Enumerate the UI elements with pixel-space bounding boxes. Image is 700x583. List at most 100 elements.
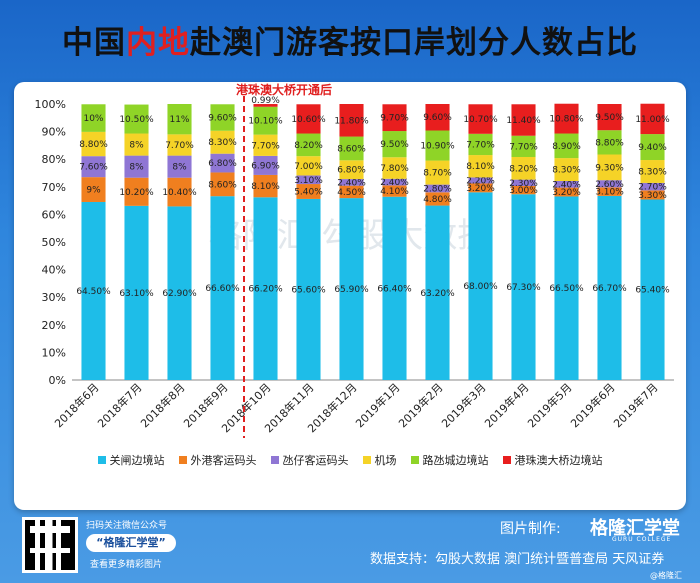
data-label: 7.70% xyxy=(251,141,280,151)
data-label: 7.80% xyxy=(380,164,409,174)
bar-segment xyxy=(210,172,235,197)
data-label: 10.60% xyxy=(291,115,326,125)
data-label: 6.80% xyxy=(208,159,237,169)
data-label: 7.60% xyxy=(79,163,108,173)
y-tick-label: 70% xyxy=(42,181,66,194)
data-label: 67.30% xyxy=(506,283,541,293)
bar-segment xyxy=(554,187,579,197)
data-label: 8% xyxy=(129,163,144,173)
bar-segment xyxy=(511,156,536,180)
y-tick-label: 90% xyxy=(42,126,66,139)
y-tick-label: 50% xyxy=(42,236,66,249)
data-label: 7.70% xyxy=(466,140,495,150)
data-label: 0.99% xyxy=(251,96,280,106)
data-label: 63.10% xyxy=(119,289,154,299)
data-label: 7.70% xyxy=(509,142,538,152)
bar-segment xyxy=(253,155,278,175)
y-tick-label: 10% xyxy=(42,346,66,359)
data-label: 8.30% xyxy=(552,166,581,176)
legend-label: 关闸边境站 xyxy=(109,454,165,467)
bar-segment xyxy=(210,153,235,173)
bar-segment xyxy=(597,195,622,380)
data-label: 66.70% xyxy=(592,284,627,294)
data-label: 68.00% xyxy=(463,282,498,292)
bar-segment xyxy=(167,177,192,207)
bar-segment xyxy=(253,134,278,156)
bar-segment xyxy=(81,104,106,132)
data-label: 3.10% xyxy=(294,176,323,186)
bar-segment xyxy=(597,187,622,196)
bar-segment xyxy=(124,133,149,156)
data-label: 8.90% xyxy=(552,142,581,152)
legend-label: 机场 xyxy=(374,454,397,467)
bar-segment xyxy=(511,104,536,136)
bar-segment xyxy=(124,177,149,206)
x-tick-label: 2018年8月 xyxy=(137,380,187,430)
data-label: 8.80% xyxy=(79,140,108,150)
data-label: 8.10% xyxy=(251,182,280,192)
y-tick-label: 100% xyxy=(35,98,66,111)
bar-segment xyxy=(167,104,192,135)
bar-segment xyxy=(468,104,493,134)
data-label: 10.40% xyxy=(162,188,197,198)
bar-segment xyxy=(597,180,622,188)
bar-segment xyxy=(81,131,106,157)
legend-swatch xyxy=(97,456,106,464)
bar-segment xyxy=(640,160,665,183)
bar-segment xyxy=(253,106,278,135)
title-part2: 赴澳门游客按口岸划分人数占比 xyxy=(190,24,638,61)
more-text: 查看更多精彩图片 xyxy=(90,560,163,570)
bar-segment xyxy=(382,157,407,179)
chart-legend: 关闸边境站 外港客运码头 氹仔客运码头 机场 路氹城边境站 港珠澳大桥边境站 xyxy=(14,452,686,468)
data-label: 11.00% xyxy=(635,115,670,125)
data-label: 8.80% xyxy=(595,138,624,148)
legend-item: 路氹城边境站 xyxy=(410,452,489,468)
bar-segment xyxy=(425,130,450,161)
made-by-label: 图片制作: xyxy=(500,521,561,537)
bar-segment xyxy=(554,158,579,182)
data-label: 66.50% xyxy=(549,284,584,294)
data-source: 数据支持：勾股大数据 澳门统计暨普查局 天风证券 xyxy=(370,552,665,567)
legend-swatch xyxy=(270,456,279,464)
data-label: 2.40% xyxy=(380,178,409,188)
data-label: 9.50% xyxy=(380,140,409,150)
bar-segment xyxy=(81,201,106,380)
data-label: 8% xyxy=(172,163,187,173)
y-tick-label: 40% xyxy=(42,264,66,277)
x-tick-label: 2019年7月 xyxy=(610,380,660,430)
data-label: 4.80% xyxy=(423,195,452,205)
data-label: 2.40% xyxy=(337,178,366,188)
bar-segment xyxy=(640,190,665,200)
x-tick-label: 2019年3月 xyxy=(438,380,488,430)
data-label: 10.70% xyxy=(463,115,498,125)
data-label: 3.30% xyxy=(638,191,667,201)
bar-segment xyxy=(382,178,407,186)
data-label: 9.50% xyxy=(595,113,624,123)
data-label: 8% xyxy=(129,141,144,151)
data-label: 8.60% xyxy=(337,144,366,154)
bar-segment xyxy=(167,134,192,156)
bar-segment xyxy=(468,192,493,380)
data-label: 9.60% xyxy=(423,113,452,123)
data-label: 9% xyxy=(86,186,101,196)
legend-label: 外港客运码头 xyxy=(190,454,257,467)
x-tick-label: 2019年1月 xyxy=(352,380,402,430)
x-tick-label: 2018年7月 xyxy=(94,380,144,430)
data-label: 8.60% xyxy=(208,180,237,190)
data-label: 2.20% xyxy=(466,176,495,186)
data-label: 65.60% xyxy=(291,285,326,295)
bar-segment xyxy=(296,198,321,380)
data-label: 10.80% xyxy=(549,115,584,125)
data-label: 10.20% xyxy=(119,188,154,198)
data-label: 2.60% xyxy=(595,180,624,190)
data-label: 8.70% xyxy=(423,169,452,179)
bar-segment xyxy=(554,103,579,134)
bar-segment xyxy=(81,177,106,202)
bar-segment xyxy=(253,197,278,380)
bar-segment xyxy=(167,155,192,178)
bar-segment xyxy=(167,206,192,380)
qr-code xyxy=(22,517,78,573)
weibo-handle: @格隆汇 xyxy=(650,571,682,580)
data-label: 10.10% xyxy=(248,117,283,127)
bar-segment xyxy=(425,104,450,131)
